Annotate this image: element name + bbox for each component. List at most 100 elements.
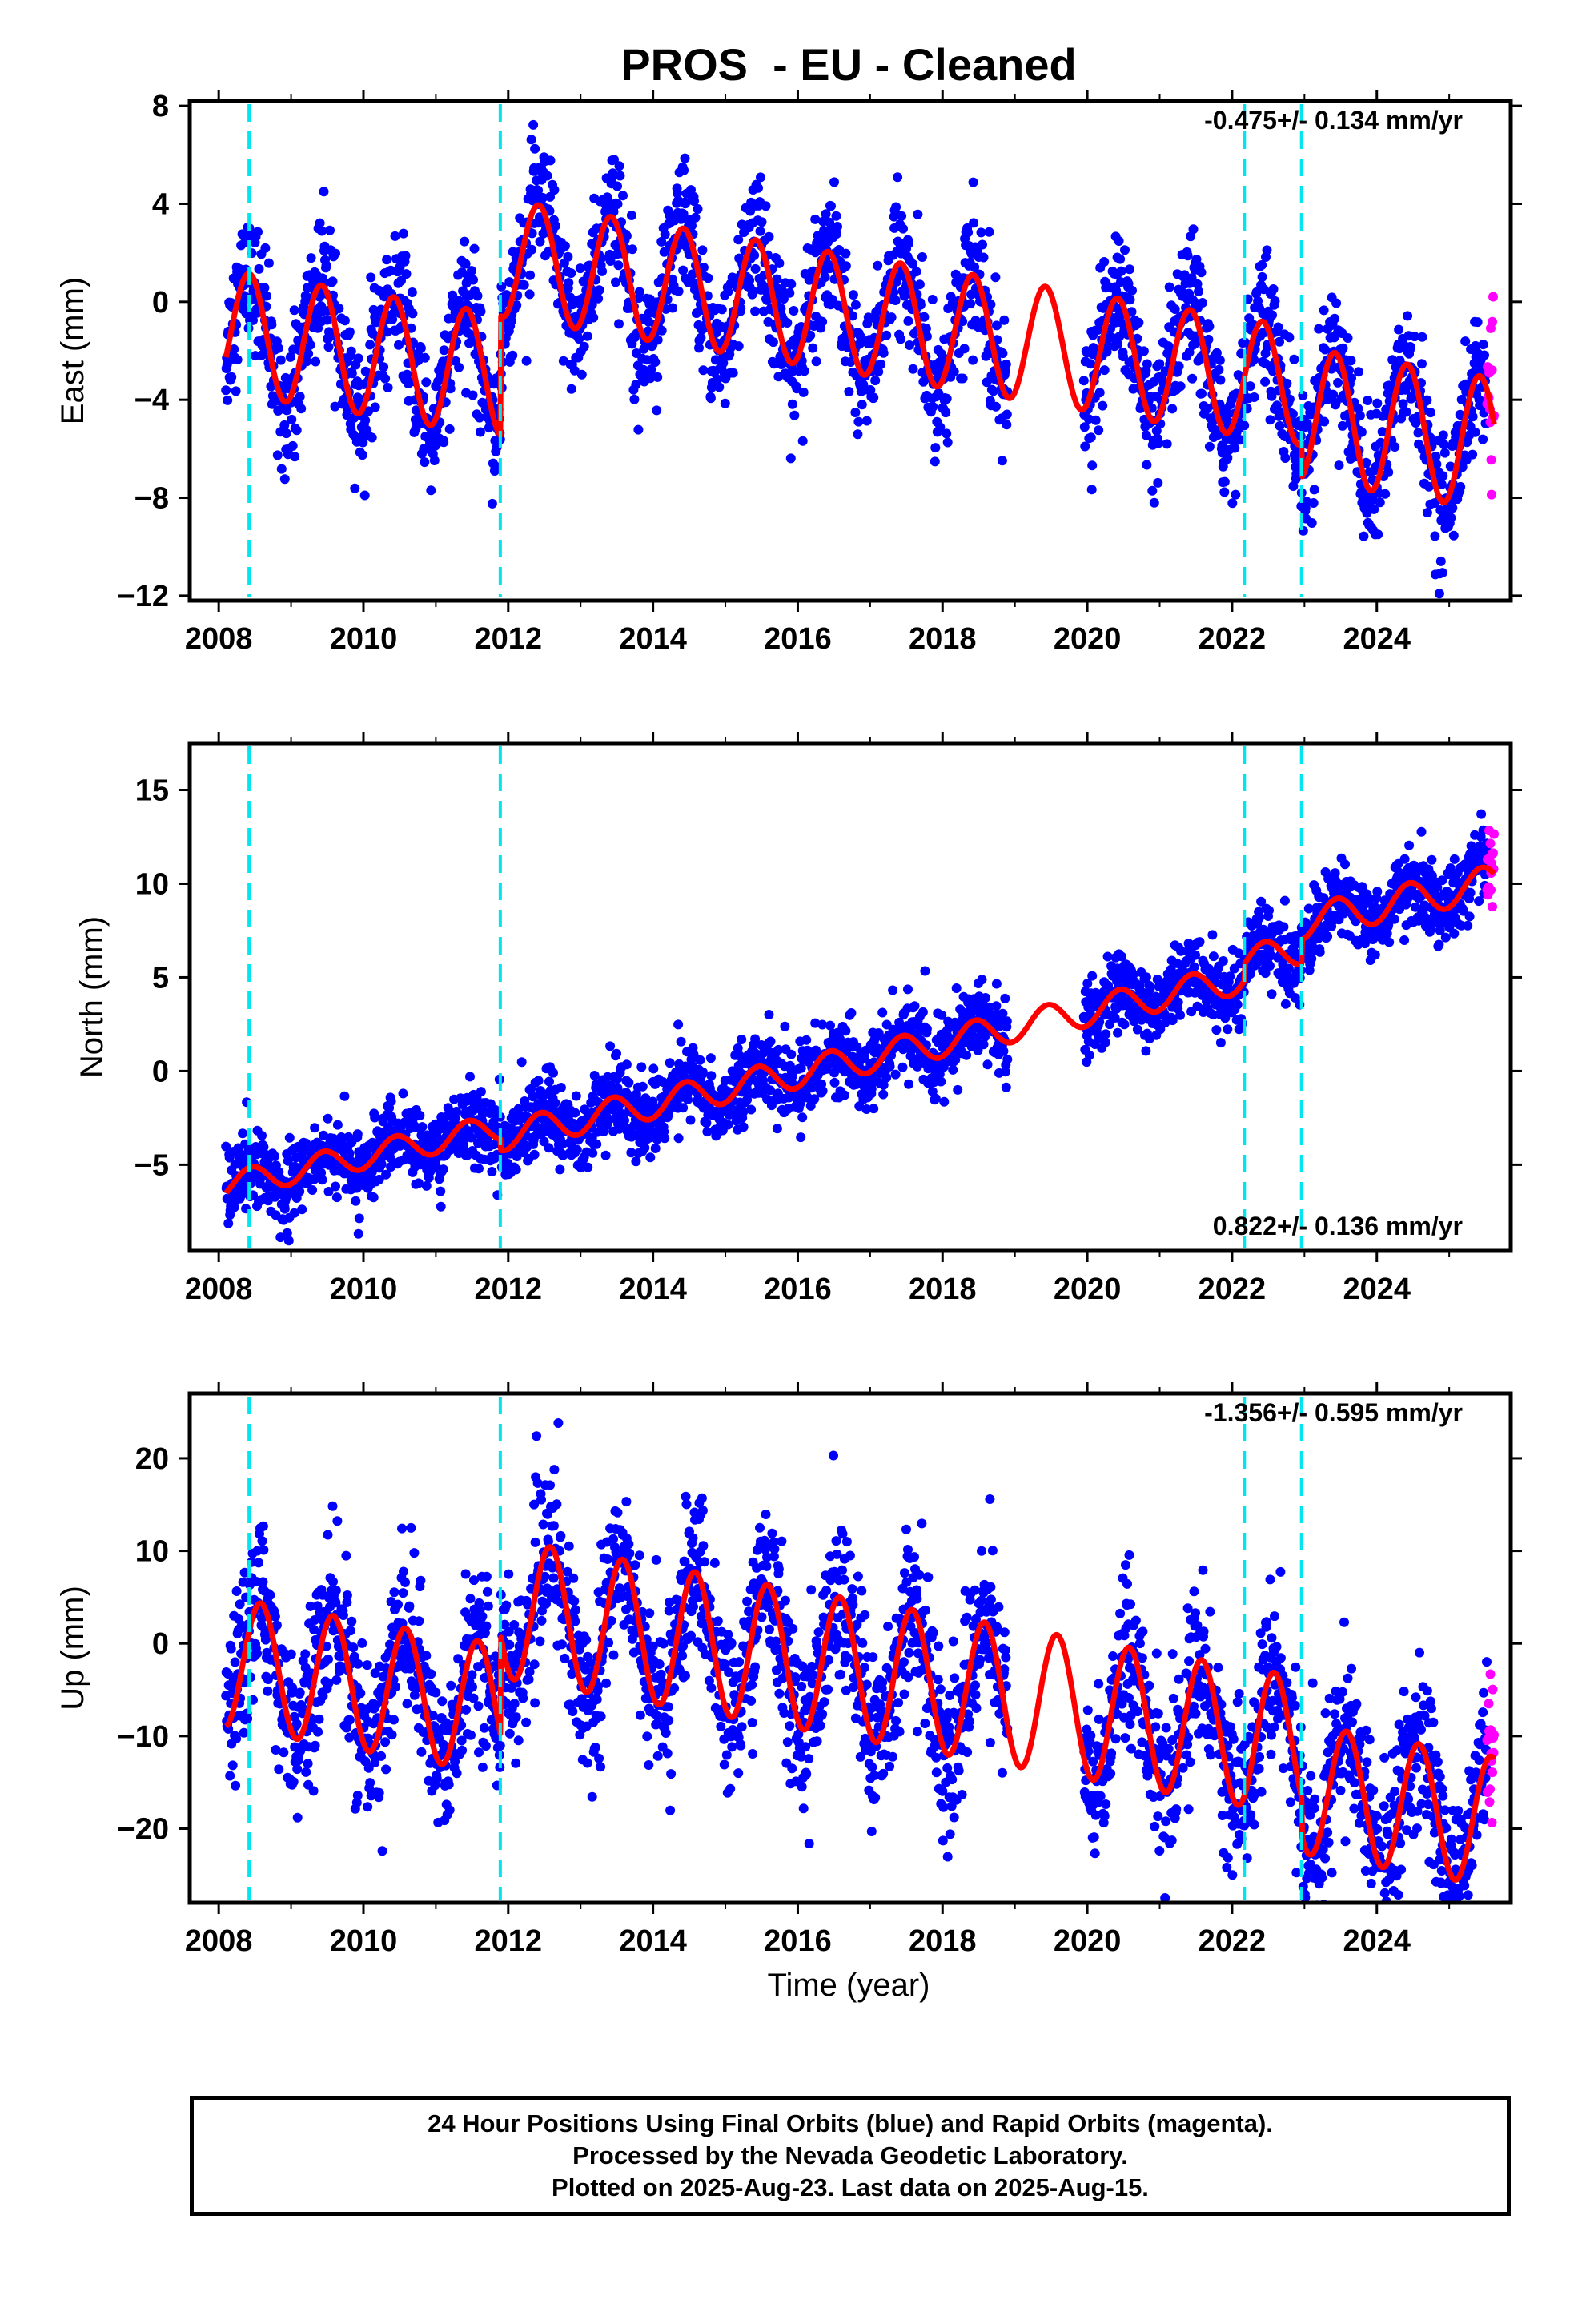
final-orbit-point <box>331 1181 340 1192</box>
final-orbit-point <box>555 1164 565 1175</box>
final-orbit-point <box>1347 373 1356 384</box>
final-orbit-point <box>1390 442 1400 452</box>
final-orbit-point <box>991 320 1002 331</box>
final-orbit-point <box>544 1143 554 1153</box>
final-orbit-point <box>624 1077 634 1088</box>
final-orbit-point <box>1328 389 1339 400</box>
final-orbit-point <box>768 337 778 348</box>
final-orbit-point <box>652 372 663 382</box>
final-orbit-point <box>1099 257 1110 267</box>
final-orbit-point <box>229 344 239 354</box>
final-orbit-point <box>705 393 716 404</box>
final-orbit-point <box>366 272 376 283</box>
final-orbit-point <box>1184 347 1195 357</box>
final-orbit-point <box>545 191 555 202</box>
final-orbit-point <box>1287 409 1298 419</box>
final-orbit-point <box>1227 498 1238 509</box>
final-orbit-point <box>915 300 926 310</box>
final-orbit-point <box>1400 384 1411 395</box>
final-orbit-point <box>782 318 793 328</box>
final-orbit-point <box>898 223 908 234</box>
final-orbit-point <box>942 428 952 439</box>
final-orbit-point <box>582 331 592 341</box>
final-orbit-point <box>787 399 797 409</box>
final-orbit-point <box>903 316 913 326</box>
final-orbit-point <box>291 425 302 436</box>
final-orbit-point <box>786 1049 797 1059</box>
final-orbit-point <box>877 1007 888 1018</box>
final-orbit-point <box>785 453 796 464</box>
final-orbit-point <box>621 231 632 241</box>
final-orbit-point <box>1208 951 1219 962</box>
final-orbit-point <box>765 1036 776 1047</box>
final-orbit-point <box>1448 530 1459 541</box>
final-orbit-point <box>1257 260 1267 270</box>
final-orbit-point <box>1145 984 1155 995</box>
final-orbit-point <box>1079 422 1090 432</box>
final-orbit-point <box>614 161 624 171</box>
final-orbit-point <box>1422 508 1432 518</box>
final-orbit-point <box>1447 503 1458 513</box>
final-orbit-point <box>1254 913 1264 923</box>
final-orbit-point <box>908 259 917 269</box>
final-orbit-point <box>382 255 392 265</box>
final-orbit-point <box>1456 481 1466 492</box>
final-orbit-point <box>1002 1016 1012 1027</box>
final-orbit-point <box>1307 954 1317 964</box>
final-orbit-point <box>289 305 299 316</box>
final-orbit-point <box>1125 264 1134 275</box>
final-orbit-point <box>777 287 788 297</box>
final-orbit-point <box>753 183 763 193</box>
final-orbit-point <box>780 1021 790 1031</box>
final-orbit-point <box>896 334 906 344</box>
final-orbit-point <box>487 498 497 509</box>
final-orbit-point <box>476 427 485 437</box>
final-orbit-point <box>935 422 946 432</box>
final-orbit-point <box>698 263 709 272</box>
final-orbit-point <box>436 1201 446 1212</box>
final-orbit-point <box>1175 381 1186 392</box>
final-orbit-point <box>797 436 808 446</box>
final-orbit-point <box>588 312 599 323</box>
final-orbit-point <box>1423 481 1434 492</box>
final-orbit-point <box>572 1144 582 1155</box>
final-orbit-point <box>1410 332 1419 342</box>
rapid-orbit-point <box>1488 316 1497 327</box>
y-axis-label: East (mm) <box>55 277 90 424</box>
final-orbit-point <box>331 1192 342 1203</box>
final-orbit-point <box>893 172 903 183</box>
final-orbit-point <box>1279 895 1290 906</box>
final-orbit-point <box>579 341 589 352</box>
final-orbit-point <box>1204 441 1215 452</box>
final-orbit-point <box>627 244 637 255</box>
final-orbit-point <box>460 259 471 269</box>
final-orbit-point <box>841 248 851 259</box>
final-orbit-point <box>886 312 897 323</box>
final-orbit-point <box>426 485 436 496</box>
final-orbit-point <box>1198 298 1207 308</box>
final-orbit-point <box>1319 305 1329 316</box>
final-orbit-point <box>331 248 340 259</box>
final-orbit-point <box>1265 415 1275 425</box>
final-orbit-point <box>1167 404 1178 414</box>
final-orbit-point <box>908 364 918 374</box>
final-orbit-point <box>359 490 370 501</box>
final-orbit-point <box>797 1112 808 1123</box>
final-orbit-point <box>927 295 938 304</box>
final-orbit-point <box>772 274 782 284</box>
final-orbit-point <box>966 299 976 309</box>
final-orbit-point <box>958 373 968 384</box>
final-orbit-point <box>529 1149 540 1160</box>
final-orbit-point <box>1001 359 1011 369</box>
final-orbit-point <box>673 188 683 199</box>
final-orbit-point <box>678 209 689 219</box>
final-orbit-point <box>706 1071 717 1081</box>
final-orbit-point <box>660 229 670 239</box>
final-orbit-point <box>339 1091 350 1101</box>
final-orbit-point <box>221 385 231 396</box>
final-orbit-point <box>1470 427 1480 437</box>
final-orbit-point <box>394 340 404 350</box>
final-orbit-point <box>1309 485 1319 495</box>
final-orbit-point <box>1214 364 1224 375</box>
